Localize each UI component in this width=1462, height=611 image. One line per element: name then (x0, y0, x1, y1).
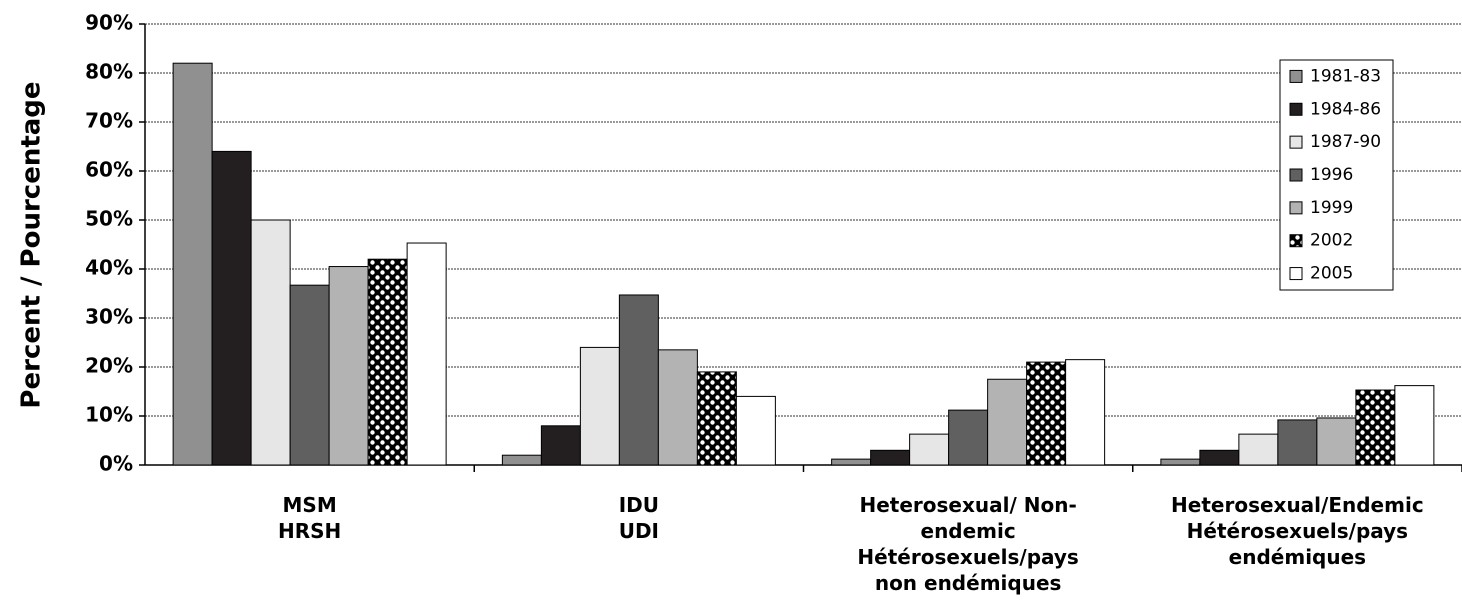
y-tick-label: 20% (85, 354, 133, 378)
bar (657, 349, 698, 466)
bar (987, 378, 1028, 466)
bar (540, 425, 581, 466)
y-tick-label: 90% (85, 11, 133, 35)
legend-label: 1981-83 (1310, 66, 1381, 86)
bar (406, 242, 447, 466)
legend-label: 2005 (1310, 264, 1353, 284)
bar (172, 62, 213, 466)
bar (735, 395, 776, 466)
legend-label: 1987-90 (1310, 132, 1381, 152)
bar (579, 346, 620, 466)
bar (696, 371, 737, 466)
bar (1355, 389, 1396, 466)
bar (948, 409, 989, 466)
y-tick-label: 50% (85, 207, 133, 231)
legend-label: 1984-86 (1310, 99, 1381, 119)
y-tick-label: 40% (85, 256, 133, 280)
legend-label: 2002 (1310, 231, 1353, 251)
bar (909, 433, 950, 466)
bar (1065, 359, 1106, 466)
x-tick-label: Heterosexual/ Non- endemic Hétérosexuels… (857, 493, 1079, 595)
legend-swatch (1289, 69, 1303, 83)
bar (1394, 385, 1435, 466)
legend-swatch (1289, 135, 1303, 149)
bar (1160, 458, 1201, 466)
y-tick-label: 80% (85, 60, 133, 84)
bar (1026, 361, 1067, 466)
bar (289, 284, 330, 466)
bar (870, 449, 911, 466)
legend-label: 1999 (1310, 198, 1353, 218)
legend-label: 1996 (1310, 165, 1353, 185)
y-tick-label: 30% (85, 305, 133, 329)
bar (501, 454, 542, 466)
bar (328, 266, 369, 466)
bar (618, 294, 659, 466)
bar (250, 219, 291, 466)
bar (1238, 433, 1279, 466)
legend-swatch (1289, 168, 1303, 182)
bar (211, 150, 252, 466)
bar (1277, 419, 1318, 466)
x-tick-label: IDU UDI (618, 493, 660, 543)
y-tick-label: 0% (99, 452, 133, 476)
bar (367, 258, 408, 466)
bar (831, 458, 872, 466)
y-axis-title: Percent / Pourcentage (17, 81, 47, 408)
y-tick-label: 60% (85, 158, 133, 182)
bar (1316, 417, 1357, 466)
legend-swatch (1289, 201, 1303, 215)
legend-swatch (1289, 102, 1303, 116)
legend-swatch (1289, 267, 1303, 281)
x-tick-label: MSM HRSH (277, 493, 342, 543)
x-tick-label: Heterosexual/Endemic Hétérosexuels/pays … (1171, 493, 1424, 569)
y-tick-label: 70% (85, 109, 133, 133)
y-tick-label: 10% (85, 403, 133, 427)
bar (1199, 449, 1240, 466)
legend-swatch (1289, 234, 1303, 248)
